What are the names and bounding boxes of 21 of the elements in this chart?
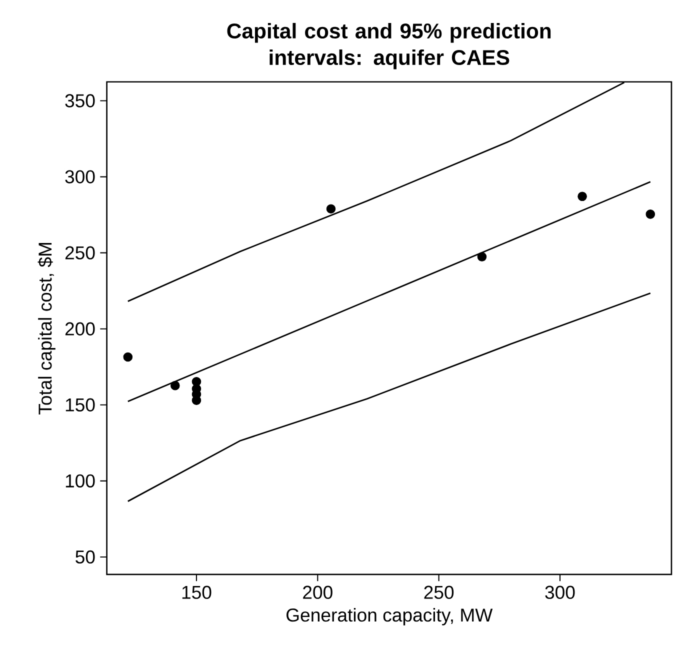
y-tick-label: 200 xyxy=(65,322,95,336)
y-tick-label: 100 xyxy=(66,474,95,488)
y-tick-label: 250 xyxy=(65,246,95,260)
point xyxy=(326,204,336,214)
point xyxy=(477,252,487,262)
line-series xyxy=(127,292,652,502)
x-tick-label: 150 xyxy=(182,586,212,599)
x-tick-label: 200 xyxy=(303,586,332,599)
y-tick-label: 300 xyxy=(65,170,95,184)
x-tick-label: 300 xyxy=(545,586,575,599)
y-tick-label: 150 xyxy=(66,398,95,412)
y-tick-label: 350 xyxy=(65,94,95,108)
point xyxy=(170,380,180,390)
point xyxy=(123,352,133,362)
y-tick-label: 50 xyxy=(76,550,95,564)
chart-title: Capital cost and 95% prediction intervals: aquifer CAES xyxy=(227,22,551,70)
x-axis-title: Generation capacity, MW xyxy=(286,608,493,626)
y-axis-title: Total capital cost, $M xyxy=(38,242,56,414)
point xyxy=(578,192,587,201)
point xyxy=(646,209,656,219)
x-tick-label: 250 xyxy=(424,586,454,599)
